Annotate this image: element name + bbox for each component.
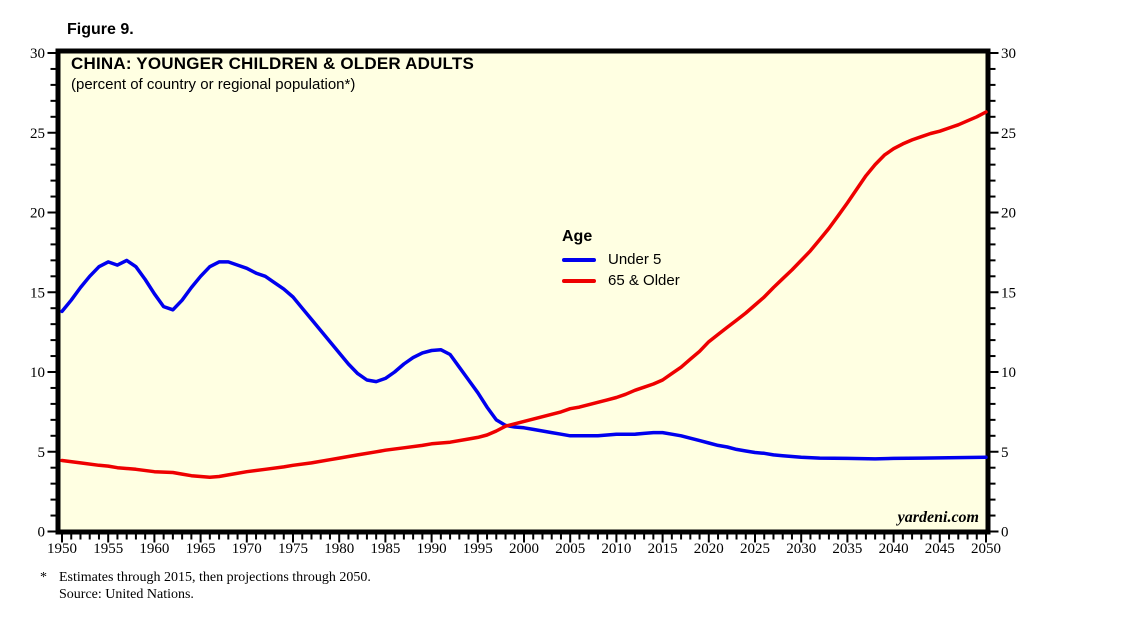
footnote-line1: Estimates through 2015, then projections…: [59, 570, 371, 585]
footnote-line2: Source: United Nations.: [59, 587, 194, 602]
svg-text:25: 25: [1001, 126, 1016, 142]
svg-text:1970: 1970: [232, 541, 262, 557]
svg-text:0: 0: [38, 525, 46, 541]
legend-label-65-older: 65 & Older: [608, 272, 680, 289]
svg-text:2050: 2050: [971, 541, 1001, 557]
svg-text:2005: 2005: [555, 541, 585, 557]
figure-label: Figure 9.: [67, 21, 134, 38]
legend-swatch-under5: [562, 257, 596, 262]
svg-text:25: 25: [30, 126, 45, 142]
watermark-yardeni: yardeni.com: [897, 509, 979, 526]
legend-label-under5: Under 5: [608, 251, 662, 268]
legend-title: Age: [562, 228, 593, 245]
svg-text:2020: 2020: [694, 541, 724, 557]
svg-text:1965: 1965: [186, 541, 216, 557]
svg-text:2030: 2030: [786, 541, 816, 557]
svg-text:15: 15: [1001, 285, 1016, 301]
chart-legend: Age Under 5 65 & Older: [562, 228, 680, 291]
svg-text:1995: 1995: [463, 541, 493, 557]
svg-text:20: 20: [30, 206, 45, 222]
svg-text:5: 5: [38, 445, 46, 461]
svg-text:2040: 2040: [879, 541, 909, 557]
svg-text:1985: 1985: [370, 541, 400, 557]
svg-text:15: 15: [30, 285, 45, 301]
svg-text:30: 30: [30, 46, 45, 62]
legend-item-65-older: 65 & Older: [562, 270, 680, 291]
svg-text:1960: 1960: [139, 541, 169, 557]
svg-text:2000: 2000: [509, 541, 539, 557]
legend-item-under5: Under 5: [562, 249, 680, 270]
svg-text:2010: 2010: [601, 541, 631, 557]
svg-text:10: 10: [1001, 365, 1016, 381]
legend-swatch-65-older: [562, 278, 596, 283]
svg-text:0: 0: [1001, 525, 1009, 541]
svg-text:1975: 1975: [278, 541, 308, 557]
svg-text:2045: 2045: [925, 541, 955, 557]
svg-text:20: 20: [1001, 206, 1016, 222]
chart-subtitle: (percent of country or regional populati…: [71, 76, 356, 93]
svg-text:30: 30: [1001, 46, 1016, 62]
svg-text:10: 10: [30, 365, 45, 381]
svg-text:5: 5: [1001, 445, 1009, 461]
chart-title: CHINA: YOUNGER CHILDREN & OLDER ADULTS: [71, 54, 475, 73]
svg-text:1950: 1950: [47, 541, 77, 557]
svg-text:2025: 2025: [740, 541, 770, 557]
svg-text:1980: 1980: [324, 541, 354, 557]
svg-text:2015: 2015: [648, 541, 678, 557]
svg-text:2035: 2035: [832, 541, 862, 557]
svg-text:1990: 1990: [417, 541, 447, 557]
footnote-marker: *: [40, 570, 47, 585]
svg-text:1955: 1955: [93, 541, 123, 557]
